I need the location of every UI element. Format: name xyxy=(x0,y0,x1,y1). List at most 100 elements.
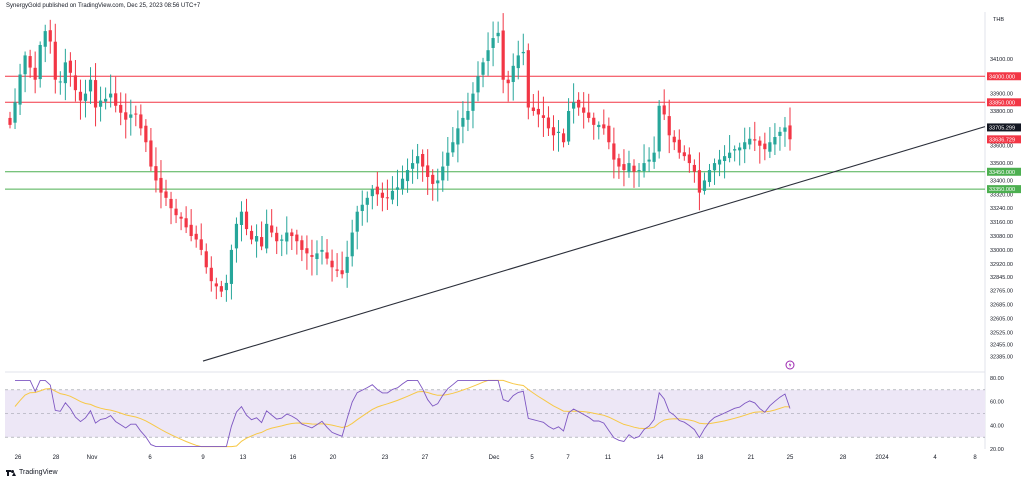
candle-body xyxy=(481,62,485,75)
candle-body xyxy=(280,239,284,241)
candle-body xyxy=(702,180,707,191)
candle-body xyxy=(129,114,133,118)
y-tick-label: 32920.00 xyxy=(990,262,1013,268)
candle-body xyxy=(325,252,329,259)
candle-body xyxy=(214,283,218,287)
candle-body xyxy=(159,177,163,193)
x-tick-label: 26 xyxy=(15,455,22,461)
y-tick-label: 34100.00 xyxy=(990,57,1013,63)
y-tick-label: 33900.00 xyxy=(990,92,1013,98)
x-tick-label: 2024 xyxy=(875,455,889,461)
candle-body xyxy=(365,197,369,205)
candle-body xyxy=(88,79,93,92)
candle-body xyxy=(134,113,138,115)
price-tags: 34000.000 33850.000 33450.000 33350.000 3370… xyxy=(987,72,1021,194)
tradingview-logo-icon xyxy=(6,469,16,476)
candle-body xyxy=(748,138,752,145)
candlestick-series xyxy=(8,13,792,302)
candle-body xyxy=(733,149,737,151)
candle-body xyxy=(441,166,445,181)
candle-body xyxy=(511,65,515,82)
candle-body xyxy=(33,67,37,80)
candle-body xyxy=(426,165,430,177)
y-tick-label: 33500.00 xyxy=(990,161,1013,167)
candle-body xyxy=(602,124,606,129)
y-tick-label: 32845.00 xyxy=(990,275,1013,281)
footer: TradingView xyxy=(6,469,58,476)
rsi-tick-label: 20.00 xyxy=(990,447,1004,453)
x-tick-label: 14 xyxy=(657,455,664,461)
rsi-tick-label: 40.00 xyxy=(990,423,1004,429)
y-tick-label: 33800.00 xyxy=(990,109,1013,115)
candle-body xyxy=(712,163,717,171)
candle-body xyxy=(370,189,374,197)
candle-body xyxy=(788,125,792,140)
trendline-line xyxy=(202,126,986,362)
candle-body xyxy=(385,197,390,199)
candle-body xyxy=(667,116,671,136)
candle-body xyxy=(295,234,299,242)
candle-body xyxy=(572,102,576,109)
candle-body xyxy=(119,104,123,113)
candle-body xyxy=(657,105,661,152)
x-tick-label: 21 xyxy=(748,455,755,461)
price-tag-label: 33705.299 xyxy=(989,125,1015,131)
x-tick-label: 5 xyxy=(530,455,534,461)
candle-body xyxy=(697,170,702,193)
candle-body xyxy=(330,260,334,268)
x-tick-label: 16 xyxy=(290,455,297,461)
candle-body xyxy=(139,114,143,129)
x-tick-label: 28 xyxy=(840,455,847,461)
candle-body xyxy=(335,269,339,271)
rsi-signal-line xyxy=(14,379,791,448)
candle-body xyxy=(773,137,777,145)
candle-body xyxy=(390,190,395,200)
candle-body xyxy=(451,142,455,153)
y-tick-label: 33400.00 xyxy=(990,178,1013,184)
rsi-line xyxy=(15,379,791,448)
candle-body xyxy=(48,30,52,42)
candle-body xyxy=(662,105,666,115)
candle-body xyxy=(58,81,62,83)
candle-body xyxy=(652,152,656,162)
candle-body xyxy=(219,286,223,292)
candle-body xyxy=(536,108,540,115)
candle-body xyxy=(204,251,208,268)
candle-body xyxy=(174,208,178,216)
x-tick-label: 18 xyxy=(697,455,704,461)
candle-body xyxy=(350,232,354,257)
y-tick-label: 33600.00 xyxy=(990,144,1013,150)
candle-body xyxy=(109,93,113,98)
candle-body xyxy=(476,76,480,93)
candle-body xyxy=(224,282,228,291)
candle-body xyxy=(189,224,193,237)
candle-body xyxy=(154,166,158,181)
x-tick-label: 25 xyxy=(787,455,794,461)
candle-body xyxy=(707,170,712,183)
candle-body xyxy=(561,133,566,143)
candle-body xyxy=(260,237,264,247)
candle-body xyxy=(149,140,153,167)
candle-body xyxy=(83,93,88,101)
candle-body xyxy=(753,139,757,141)
x-tick-label: 7 xyxy=(566,455,570,461)
candle-body xyxy=(53,41,57,80)
chart-grid xyxy=(5,12,986,449)
x-tick-label: 28 xyxy=(53,455,60,461)
y-tick-label: 33000.00 xyxy=(990,248,1013,254)
candle-body xyxy=(104,98,108,102)
candle-body xyxy=(194,233,198,240)
candle-body xyxy=(607,125,611,143)
lightning-icon xyxy=(785,360,795,370)
candle-body xyxy=(73,75,78,91)
candle-body xyxy=(164,191,168,198)
y-tick-label: 33080.00 xyxy=(990,234,1013,240)
candle-body xyxy=(360,204,364,212)
y-tick-label: 32765.00 xyxy=(990,289,1013,295)
candle-body xyxy=(234,223,239,249)
candle-body xyxy=(627,163,631,173)
candle-body xyxy=(637,170,641,172)
x-tick-label: 11 xyxy=(605,455,612,461)
candle-body xyxy=(416,156,420,164)
